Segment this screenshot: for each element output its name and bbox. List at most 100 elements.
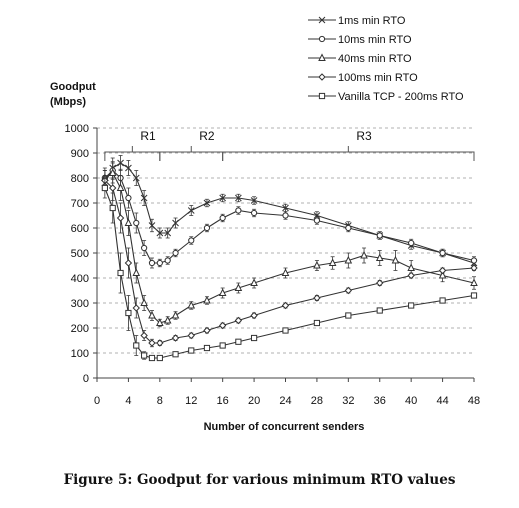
y-tick-label-0: 0 bbox=[83, 373, 89, 385]
series-4-point-19 bbox=[440, 268, 446, 274]
series-2-point-10 bbox=[189, 238, 194, 243]
series-4-point-13 bbox=[251, 313, 257, 319]
y-tick-label-300: 300 bbox=[71, 298, 89, 310]
series-3-point-4 bbox=[133, 270, 139, 276]
x-tick-label-48: 48 bbox=[468, 395, 480, 407]
x-tick-label-44: 44 bbox=[436, 395, 448, 407]
series-2-point-13 bbox=[236, 208, 241, 213]
series-5-point-14 bbox=[283, 328, 288, 333]
legend-marker-5 bbox=[319, 93, 324, 98]
series-2-line bbox=[105, 171, 474, 264]
x-tick-label-12: 12 bbox=[185, 395, 197, 407]
series-5-point-18 bbox=[409, 303, 414, 308]
series-2-point-20 bbox=[440, 250, 445, 255]
series-5-point-2 bbox=[118, 270, 123, 275]
legend-label-1: 1ms min RTO bbox=[338, 15, 406, 27]
x-axis-label: Number of concurrent senders bbox=[204, 421, 365, 433]
series-2-point-7 bbox=[157, 260, 162, 265]
x-tick-label-24: 24 bbox=[279, 395, 291, 407]
series-4-point-12 bbox=[235, 318, 241, 324]
series-1 bbox=[102, 156, 477, 267]
series-5-point-1 bbox=[110, 205, 115, 210]
series-5-point-10 bbox=[204, 345, 209, 350]
region-bracket-r3 bbox=[223, 146, 474, 161]
y-tick-label-200: 200 bbox=[71, 323, 89, 335]
grid-lines bbox=[97, 128, 474, 353]
series-4-point-3 bbox=[125, 260, 131, 266]
series-2-point-15 bbox=[283, 213, 288, 218]
y-tick-label-100: 100 bbox=[71, 348, 89, 360]
series-group bbox=[102, 156, 477, 361]
series-2-point-16 bbox=[314, 218, 319, 223]
legend-label-5: Vanilla TCP - 200ms RTO bbox=[338, 91, 464, 103]
series-3-point-9 bbox=[173, 312, 179, 318]
series-5-point-19 bbox=[440, 298, 445, 303]
y-tick-label-600: 600 bbox=[71, 223, 89, 235]
series-5-point-11 bbox=[220, 343, 225, 348]
series-5-point-4 bbox=[134, 343, 139, 348]
x-tick-label-8: 8 bbox=[157, 395, 163, 407]
y-axis-label-line2: (Mbps) bbox=[50, 96, 86, 108]
legend-label-3: 40ms min RTO bbox=[338, 53, 412, 65]
series-2-point-6 bbox=[149, 260, 154, 265]
region-bracket-r2 bbox=[160, 146, 223, 161]
y-tick-label-700: 700 bbox=[71, 198, 89, 210]
series-2-point-9 bbox=[173, 250, 178, 255]
series-2-point-11 bbox=[204, 225, 209, 230]
series-4-point-9 bbox=[188, 333, 194, 339]
y-tick-label-400: 400 bbox=[71, 273, 89, 285]
series-5-point-15 bbox=[314, 320, 319, 325]
series-5-line bbox=[105, 188, 474, 358]
series-5-point-9 bbox=[189, 348, 194, 353]
series-5-point-0 bbox=[102, 185, 107, 190]
series-4-point-20 bbox=[471, 265, 477, 271]
series-2-point-3 bbox=[126, 195, 131, 200]
region-brackets: R1 R2 R3 bbox=[105, 129, 474, 161]
series-2-point-12 bbox=[220, 215, 225, 220]
legend-marker-4 bbox=[319, 74, 325, 80]
series-2-point-21 bbox=[471, 258, 476, 263]
series-5-point-20 bbox=[471, 293, 476, 298]
y-tick-label-900: 900 bbox=[71, 148, 89, 160]
y-axis-label-line1: Goodput bbox=[50, 81, 96, 93]
x-tick-label-36: 36 bbox=[374, 395, 386, 407]
series-4-point-15 bbox=[314, 295, 320, 301]
series-3-point-8 bbox=[165, 317, 171, 323]
x-tick-label-40: 40 bbox=[405, 395, 417, 407]
x-tick-label-4: 4 bbox=[125, 395, 131, 407]
series-4 bbox=[102, 171, 477, 347]
x-tick-label-20: 20 bbox=[248, 395, 260, 407]
legend: 1ms min RTO 10ms min RTO 40ms min RTO 100ms… bbox=[308, 15, 464, 103]
series-3-point-3 bbox=[125, 220, 131, 226]
series-5-point-13 bbox=[251, 335, 256, 340]
series-5-point-7 bbox=[157, 355, 162, 360]
legend-label-4: 100ms min RTO bbox=[338, 72, 418, 84]
series-5-point-16 bbox=[346, 313, 351, 318]
y-tick-label-800: 800 bbox=[71, 173, 89, 185]
series-3-point-5 bbox=[141, 300, 147, 306]
series-5-point-3 bbox=[126, 310, 131, 315]
x-tick-label-32: 32 bbox=[342, 395, 354, 407]
legend-label-2: 10ms min RTO bbox=[338, 34, 412, 46]
y-tick-label-1000: 1000 bbox=[65, 123, 89, 135]
series-2-point-18 bbox=[377, 233, 382, 238]
series-3-point-2 bbox=[118, 185, 124, 191]
series-2-point-19 bbox=[409, 240, 414, 245]
series-4-point-4 bbox=[133, 305, 139, 311]
series-4-point-7 bbox=[157, 340, 163, 346]
x-tick-label-16: 16 bbox=[217, 395, 229, 407]
series-4-point-2 bbox=[118, 215, 124, 221]
series-3 bbox=[102, 163, 477, 327]
series-5-point-6 bbox=[149, 355, 154, 360]
series-2-point-5 bbox=[142, 245, 147, 250]
series-4-point-17 bbox=[377, 280, 383, 286]
region-label-r2: R2 bbox=[199, 129, 215, 143]
figure-caption: Figure 5: Goodput for various minimum RT… bbox=[0, 472, 519, 488]
region-label-r1: R1 bbox=[140, 129, 156, 143]
series-5-point-12 bbox=[236, 339, 241, 344]
series-5-point-8 bbox=[173, 352, 178, 357]
x-tick-label-28: 28 bbox=[311, 395, 323, 407]
series-2-point-17 bbox=[346, 225, 351, 230]
series-2-point-14 bbox=[251, 210, 256, 215]
